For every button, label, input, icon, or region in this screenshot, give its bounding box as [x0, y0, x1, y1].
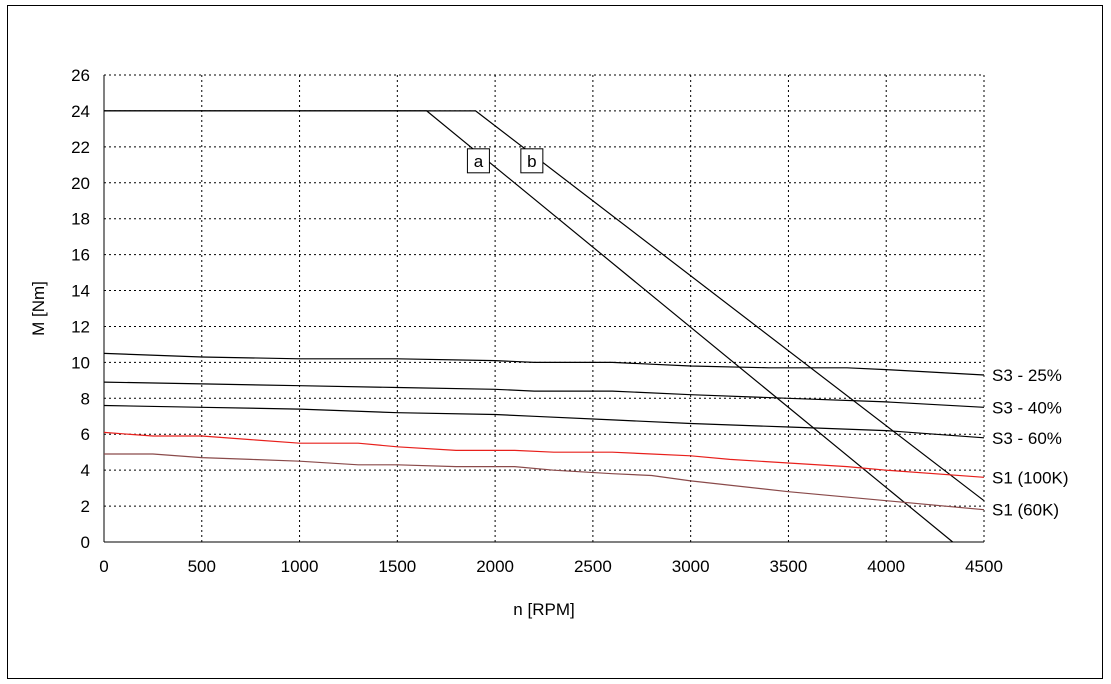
series-label-s1-60k: S1 (60K) — [992, 501, 1059, 520]
y-tick-label: 4 — [81, 461, 90, 480]
series-label-a: a — [474, 152, 484, 171]
y-tick-label: 6 — [81, 425, 90, 444]
x-tick-label: 0 — [99, 557, 108, 576]
series-line-s1-60k — [104, 453, 985, 511]
y-tick-label: 14 — [71, 282, 90, 301]
grid — [104, 74, 985, 542]
x-tick-label: 2000 — [476, 557, 514, 576]
y-tick-label: 8 — [81, 389, 90, 408]
y-tick-label: 16 — [71, 246, 90, 265]
y-tick-label: 26 — [71, 66, 90, 85]
chart-frame — [7, 5, 1103, 679]
y-tick-label: 20 — [71, 174, 90, 193]
y-tick-label: 22 — [71, 138, 90, 157]
x-tick-label: 2500 — [574, 557, 612, 576]
series-label-s1-100k: S1 (100K) — [992, 468, 1069, 487]
series-lines — [103, 110, 985, 543]
y-tick-label: 24 — [71, 102, 90, 121]
y-tick-label: 2 — [81, 497, 90, 516]
y-tick-label: 18 — [71, 210, 90, 229]
x-tick-label: 3000 — [672, 557, 710, 576]
series-line-s3-60 — [103, 404, 985, 439]
series-label-s3-40: S3 - 40% — [992, 398, 1062, 417]
series-line-b — [104, 110, 985, 502]
y-tick-label: 0 — [81, 533, 90, 552]
y-tick-label: 10 — [71, 353, 90, 372]
x-axis-title: n [RPM] — [513, 600, 574, 619]
series-label-box-a — [466, 148, 490, 174]
x-tick-label: 1500 — [378, 557, 416, 576]
x-tick-label: 4000 — [867, 557, 905, 576]
x-tick-label: 4500 — [965, 557, 1003, 576]
series-labels: S3 - 25% S3 - 40% S3 - 60% S1 (100K) S1 (60K… — [466, 148, 1069, 520]
x-tick-label: 3500 — [770, 557, 808, 576]
series-label-box-b — [520, 148, 544, 174]
series-label-b: b — [527, 152, 536, 171]
y-tick-label: 12 — [71, 317, 90, 336]
series-label-s3-60: S3 - 60% — [992, 429, 1062, 448]
y-axis-title: M [Nm] — [29, 281, 48, 336]
series-line-s3-25 — [103, 352, 985, 376]
series-line-s1-100k — [103, 431, 985, 478]
series-label-s3-25: S3 - 25% — [992, 366, 1062, 385]
axes: 0 500 1000 1500 2000 2500 3000 3500 4000 45000246… — [71, 66, 1003, 576]
x-tick-label: 500 — [188, 557, 216, 576]
x-tick-label: 1000 — [281, 557, 319, 576]
series-line-s3-40 — [103, 381, 985, 408]
